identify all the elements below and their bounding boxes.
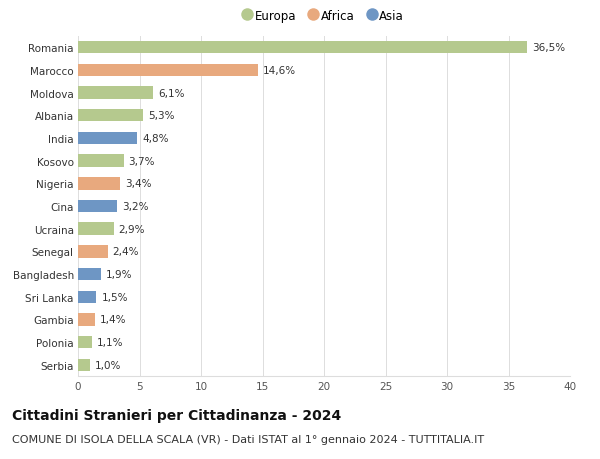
Bar: [78, 42, 527, 54]
Text: 3,4%: 3,4%: [125, 179, 151, 189]
Bar: [78, 110, 143, 122]
Bar: [78, 223, 113, 235]
Bar: [78, 87, 153, 100]
Bar: [78, 155, 124, 168]
Text: 14,6%: 14,6%: [263, 66, 296, 76]
Text: 1,9%: 1,9%: [106, 269, 133, 280]
Text: 2,4%: 2,4%: [112, 247, 139, 257]
Bar: [78, 291, 97, 303]
Bar: [78, 313, 95, 326]
Text: 3,2%: 3,2%: [122, 202, 149, 212]
Bar: [78, 336, 92, 349]
Bar: [78, 359, 90, 371]
Text: 1,4%: 1,4%: [100, 315, 127, 325]
Text: 1,5%: 1,5%: [101, 292, 128, 302]
Bar: [78, 178, 120, 190]
Text: 1,1%: 1,1%: [97, 337, 123, 347]
Text: 5,3%: 5,3%: [148, 111, 175, 121]
Legend: Europa, Africa, Asia: Europa, Africa, Asia: [239, 5, 409, 28]
Bar: [78, 200, 118, 213]
Text: 36,5%: 36,5%: [532, 43, 565, 53]
Text: 6,1%: 6,1%: [158, 88, 184, 98]
Text: Cittadini Stranieri per Cittadinanza - 2024: Cittadini Stranieri per Cittadinanza - 2…: [12, 409, 341, 422]
Text: COMUNE DI ISOLA DELLA SCALA (VR) - Dati ISTAT al 1° gennaio 2024 - TUTTITALIA.IT: COMUNE DI ISOLA DELLA SCALA (VR) - Dati …: [12, 434, 484, 444]
Text: 4,8%: 4,8%: [142, 134, 169, 144]
Bar: [78, 64, 257, 77]
Bar: [78, 246, 107, 258]
Bar: [78, 132, 137, 145]
Bar: [78, 268, 101, 281]
Text: 1,0%: 1,0%: [95, 360, 122, 370]
Text: 3,7%: 3,7%: [128, 156, 155, 166]
Text: 2,9%: 2,9%: [119, 224, 145, 234]
